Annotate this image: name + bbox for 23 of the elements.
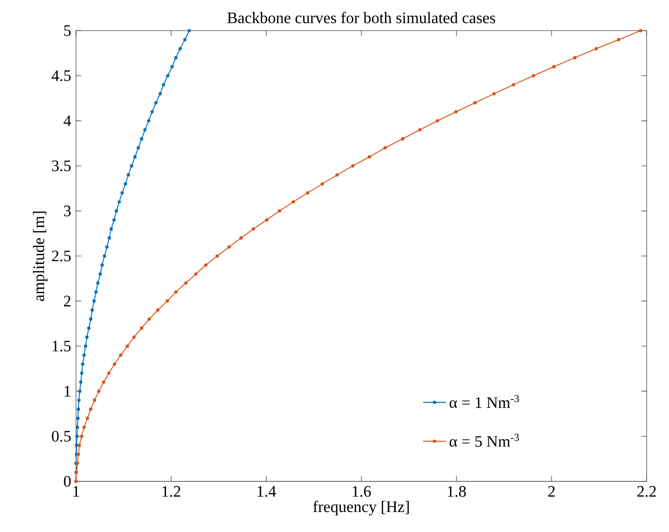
y-axis-title: amplitude [m] <box>32 212 48 301</box>
x-tick-label: 1.6 <box>352 486 371 497</box>
x-tick-label: 1.4 <box>258 486 276 497</box>
legend-label: α = 1 Nm$^{-3}$ <box>450 394 519 408</box>
chart-title: Backbone curves for both simulated cases <box>227 12 496 24</box>
x-tick-label: 1 <box>73 486 80 497</box>
y-tick-label: 4 <box>64 116 72 126</box>
x-tick-label: 2.2 <box>637 486 656 497</box>
y-tick-label: 1.5 <box>52 340 71 352</box>
y-tick-label: 2.5 <box>52 250 71 262</box>
x-tick-label: 1.2 <box>162 486 180 497</box>
y-tick-label: 3.5 <box>52 160 71 172</box>
y-tick-label: 3 <box>64 206 71 216</box>
y-tick-label: 1 <box>64 386 70 396</box>
legend-label: α = 5 Nm$^{-3}$ <box>450 434 519 447</box>
y-tick-label: 0 <box>64 476 71 487</box>
x-axis-title: frequency [Hz] <box>313 500 409 516</box>
x-tick-label: 2 <box>548 486 555 497</box>
y-tick-label: 0.5 <box>52 430 71 442</box>
y-tick-label: 5 <box>64 25 71 36</box>
y-tick-label: 2 <box>64 296 70 306</box>
y-tick-label: 4.5 <box>52 70 71 82</box>
x-tick-label: 1.8 <box>448 486 466 497</box>
